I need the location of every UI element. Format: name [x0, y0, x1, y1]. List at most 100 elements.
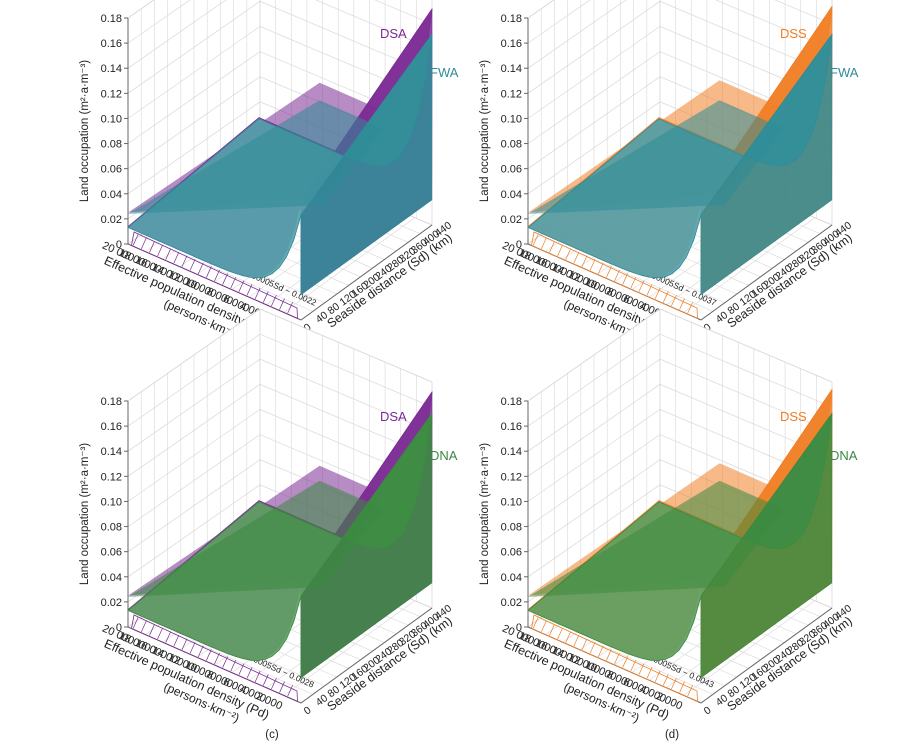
hatch-line [573, 251, 580, 264]
hatch-line [662, 674, 669, 686]
hatch-line [173, 251, 180, 264]
hatch-line [271, 294, 277, 307]
hatch-line [671, 677, 677, 690]
surface-fwa [527, 33, 833, 296]
hatch-line [557, 627, 563, 640]
z-gridline [527, 409, 833, 502]
z-tick-label: 0.02 [501, 214, 522, 226]
z-tick-label: 0.16 [501, 421, 522, 433]
z-tick-label: 0.02 [101, 214, 122, 226]
z-gridline [527, 333, 833, 427]
z-gridline [127, 0, 433, 69]
sd-axis [700, 607, 833, 704]
panel-label: (d) [665, 729, 679, 741]
hatch-line [630, 659, 637, 672]
surface-plateau [128, 480, 384, 597]
equation-hatch [531, 231, 698, 320]
hatch-line [654, 670, 661, 683]
surface-dna [527, 412, 833, 679]
hatch-line [532, 617, 539, 629]
z-tick-label: 0 [116, 239, 122, 251]
hatch-line [206, 266, 212, 278]
z-tick-label: 0.18 [101, 396, 122, 408]
hatch-border [531, 614, 698, 703]
panel-1: 0 0.02 0.04 0.06 0.08 0.10 0.12 0.14 0.16 0.18 Lan… [79, 0, 459, 358]
z-tick-label: 0.02 [101, 597, 122, 609]
z-tick-label: 0.14 [501, 63, 522, 75]
hatch-line [614, 652, 620, 665]
series-label-dss: DSS [780, 409, 807, 424]
hatch-line [541, 620, 547, 632]
z-gridline [127, 0, 433, 94]
hatch-line [679, 298, 685, 310]
hatch-line [157, 627, 163, 640]
equation-hatch [131, 614, 298, 703]
hatch-line [679, 681, 685, 693]
floor-gridline [683, 600, 815, 696]
z-gridline [527, 308, 833, 402]
surface-side [300, 412, 433, 679]
hatch-line [230, 659, 237, 672]
hatch-line [132, 234, 139, 246]
z-gridline [527, 26, 833, 119]
hatch-line [181, 638, 188, 650]
equation-hatch [131, 231, 298, 320]
hatch-line [581, 255, 588, 267]
floor-gridline [283, 600, 415, 696]
hatch-line [589, 642, 596, 654]
hatch-line [687, 302, 693, 314]
hatch-line [622, 273, 628, 285]
z-tick-label: 0.18 [101, 13, 122, 25]
hatch-line [614, 269, 620, 282]
z-tick-label: 0.14 [501, 446, 522, 458]
series-label-dna: DNA [430, 448, 458, 463]
z-tick-label: 0.12 [501, 88, 522, 100]
hatch-line [557, 244, 563, 257]
hatch-line [279, 298, 285, 310]
z-tick-label: 0.08 [501, 139, 522, 151]
equation-hatch [531, 614, 698, 703]
hatch-line [606, 649, 612, 661]
sd-tick-label: 0 [302, 704, 314, 717]
sd-tick-label: 0 [702, 321, 714, 334]
hatch-line [254, 670, 261, 683]
z-gridline [127, 333, 433, 427]
hatch-line [549, 241, 555, 253]
hatch-line [279, 681, 285, 693]
z-gridline [527, 0, 833, 94]
floor-gridline [683, 217, 815, 313]
hatch-line [287, 685, 293, 697]
sd-axis [300, 607, 433, 704]
hatch-line [573, 634, 580, 647]
hatch-line [165, 248, 172, 260]
z-tick-label: 0.14 [101, 63, 122, 75]
hatch-line [230, 276, 237, 289]
hatch-line [565, 248, 572, 260]
z-gridline [527, 358, 833, 452]
hatch-line [589, 259, 596, 271]
hatch-line [597, 645, 604, 658]
z-gridline [127, 358, 433, 452]
hatch-line [173, 634, 180, 647]
z-tick-label: 0.08 [501, 522, 522, 534]
z-tick-label: 0.04 [501, 189, 522, 201]
sd-axis [300, 224, 433, 321]
z-tick-label: 0.08 [101, 522, 122, 534]
hatch-line [222, 273, 228, 285]
z-gridline [127, 383, 433, 477]
z-tick-label: 0.12 [101, 88, 122, 100]
hatch-line [157, 244, 163, 257]
hatch-line [165, 631, 172, 643]
series-label-fwa: FWA [430, 65, 459, 80]
z-tick-label: 0.06 [501, 547, 522, 559]
z-tick-label: 0.06 [101, 547, 122, 559]
hatch-line [549, 624, 555, 636]
z-gridline [127, 308, 433, 402]
y-axis-label: Land occupation (m²·a·m⁻³) [479, 443, 491, 585]
hatch-line [597, 262, 604, 275]
hatch-line [189, 259, 196, 271]
hatch-line [246, 667, 253, 679]
panel-2: 0 0.02 0.04 0.06 0.08 0.10 0.12 0.14 0.16 0.18 Lan… [479, 0, 859, 358]
hatch-line [238, 663, 245, 675]
hatch-line [214, 269, 220, 282]
